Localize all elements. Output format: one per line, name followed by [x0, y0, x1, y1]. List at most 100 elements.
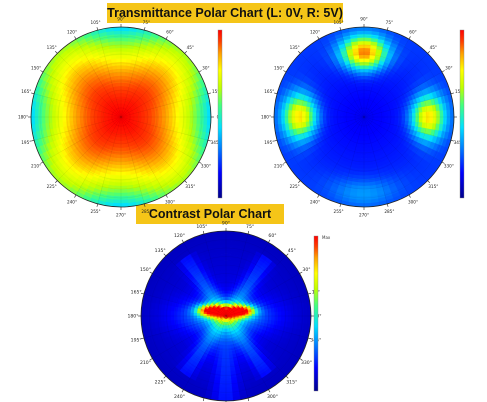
heatmap-cell	[168, 112, 174, 118]
heatmap-cell	[116, 164, 122, 170]
heatmap-cell	[120, 82, 125, 87]
heatmap-cell	[415, 116, 420, 123]
heatmap-cell	[179, 311, 184, 317]
angle-label: 330°	[201, 164, 211, 169]
heatmap-cell	[120, 50, 128, 56]
heatmap-cell	[172, 116, 177, 123]
polar-tick	[450, 92, 454, 94]
heatmap-cell	[225, 279, 230, 284]
heatmap-cell	[304, 116, 310, 123]
angle-label: 195°	[21, 140, 31, 145]
heatmap-cell	[329, 113, 334, 118]
heatmap-cell	[158, 116, 163, 121]
heatmap-cell	[363, 71, 369, 76]
angle-label: 225°	[290, 184, 300, 189]
heatmap-cell	[116, 68, 122, 73]
heatmap-cell	[357, 50, 365, 56]
angle-label: 255°	[334, 209, 344, 214]
angle-label: 315°	[185, 184, 195, 189]
heatmap-cell	[225, 282, 230, 288]
heatmap-cell	[225, 269, 231, 274]
polar-grid-left	[28, 24, 214, 210]
angle-label: 90°	[360, 17, 367, 22]
heatmap-cell	[363, 47, 371, 52]
heatmap-cell	[186, 312, 191, 317]
heatmap-cell	[422, 111, 427, 118]
heatmap-cell	[115, 168, 122, 173]
heatmap-cell	[117, 147, 122, 152]
heatmap-cell	[120, 158, 126, 163]
heatmap-cell	[165, 116, 170, 122]
heatmap-cell	[294, 116, 299, 124]
heatmap-cell	[363, 68, 369, 73]
heatmap-cell	[120, 61, 127, 66]
heatmap-cell	[148, 116, 153, 121]
heatmap-cell	[360, 147, 365, 152]
heatmap-cell	[264, 315, 269, 321]
heatmap-cell	[401, 116, 406, 121]
heatmap-cell	[75, 112, 80, 118]
heatmap-cell	[120, 171, 127, 177]
heatmap-cell	[363, 88, 367, 94]
heatmap-cell	[193, 110, 198, 118]
heatmap-cell	[115, 54, 122, 59]
angle-label: 225°	[47, 184, 57, 189]
heatmap-cell	[225, 273, 231, 278]
heatmap-cell	[363, 158, 369, 163]
polar-tick	[427, 180, 430, 183]
heatmap-cell	[116, 161, 122, 166]
heatmap-cell	[182, 110, 188, 118]
heatmap-cell	[113, 37, 122, 42]
heatmap-cell	[68, 112, 74, 118]
heatmap-cell	[297, 110, 303, 118]
heatmap-cell	[44, 110, 49, 118]
polar-tick	[31, 140, 35, 142]
heatmap-cell	[92, 114, 98, 118]
angle-label: 90°	[117, 17, 124, 22]
heatmap-cell	[114, 47, 122, 52]
heatmap-cell	[120, 164, 126, 170]
heatmap-cell	[222, 348, 227, 353]
heatmap-cell	[363, 168, 370, 173]
heatmap-cell	[192, 312, 198, 317]
angle-label: 315°	[428, 184, 438, 189]
heatmap-cell	[179, 116, 184, 123]
heatmap-cell	[189, 312, 194, 317]
heatmap-cell	[418, 111, 424, 118]
polar-tick	[96, 203, 98, 207]
heatmap-cell	[363, 161, 369, 166]
heatmap-cell	[186, 110, 191, 118]
heatmap-cell	[436, 116, 441, 124]
heatmap-cell	[120, 37, 129, 42]
heatmap-cell	[183, 311, 188, 317]
heatmap-cell	[363, 78, 368, 83]
heatmap-cell	[151, 116, 156, 121]
heatmap-cell	[363, 92, 367, 97]
angle-label: 120°	[67, 30, 77, 35]
heatmap-cell	[357, 182, 365, 187]
polar-tick	[339, 27, 341, 31]
heatmap-cell	[196, 109, 201, 118]
heatmap-cell	[359, 68, 365, 73]
heatmap-cell	[357, 40, 365, 45]
heatmap-cell	[254, 315, 260, 320]
colorbar-right	[459, 29, 465, 199]
heatmap-cell	[221, 266, 227, 271]
heatmap-cell	[41, 109, 46, 118]
angle-label: 60°	[409, 30, 416, 35]
heatmap-cell	[72, 116, 77, 122]
heatmap-cell	[398, 116, 403, 121]
heatmap-cell	[115, 61, 122, 66]
angle-label: 75°	[386, 20, 393, 25]
heatmap-cell	[284, 116, 289, 125]
heatmap-cell	[264, 311, 269, 317]
heatmap-cell	[225, 361, 231, 366]
polar-tick	[144, 27, 146, 31]
heatmap-cell	[79, 113, 84, 118]
heatmap-cell	[221, 358, 227, 363]
heatmap-cell	[439, 109, 444, 118]
polar-tick	[408, 36, 411, 40]
heatmap-cell	[363, 85, 368, 90]
angle-label: 60°	[166, 30, 173, 35]
